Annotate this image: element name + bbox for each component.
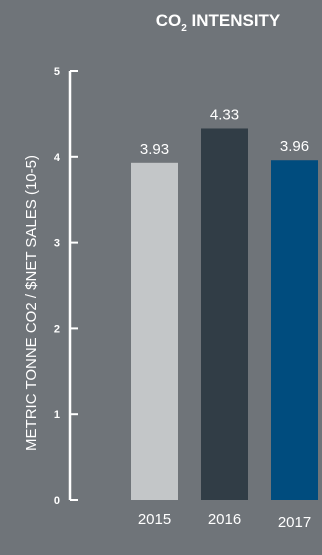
category-label-2015: 2015 [138,511,171,528]
data-label-2017: 3.96 [280,138,309,155]
bars-group [131,128,318,500]
bar-2017 [271,160,318,500]
category-label-2016: 2016 [208,511,241,528]
chart-title: CO2 INTENSITY [156,11,281,34]
category-label-2017: 2017 [278,514,311,531]
data-label-2015: 3.93 [140,141,169,158]
y-tick-label-4: 4 [54,152,61,164]
y-axis-ticks: 0 1 2 3 4 5 [54,66,78,507]
labels-group: 3.93 2015 4.33 2016 3.96 2017 [138,106,311,531]
y-tick-label-1: 1 [54,409,60,421]
y-tick-label-0: 0 [54,495,60,507]
y-tick-label-5: 5 [54,66,60,78]
bar-2015 [131,162,178,500]
y-tick-label-3: 3 [54,238,60,250]
y-axis-label: METRIC TONNE CO2 / $NET SALES (10-5) [23,155,40,451]
data-label-2016: 4.33 [210,106,239,123]
bar-2016 [201,128,248,500]
y-tick-label-2: 2 [54,323,60,335]
